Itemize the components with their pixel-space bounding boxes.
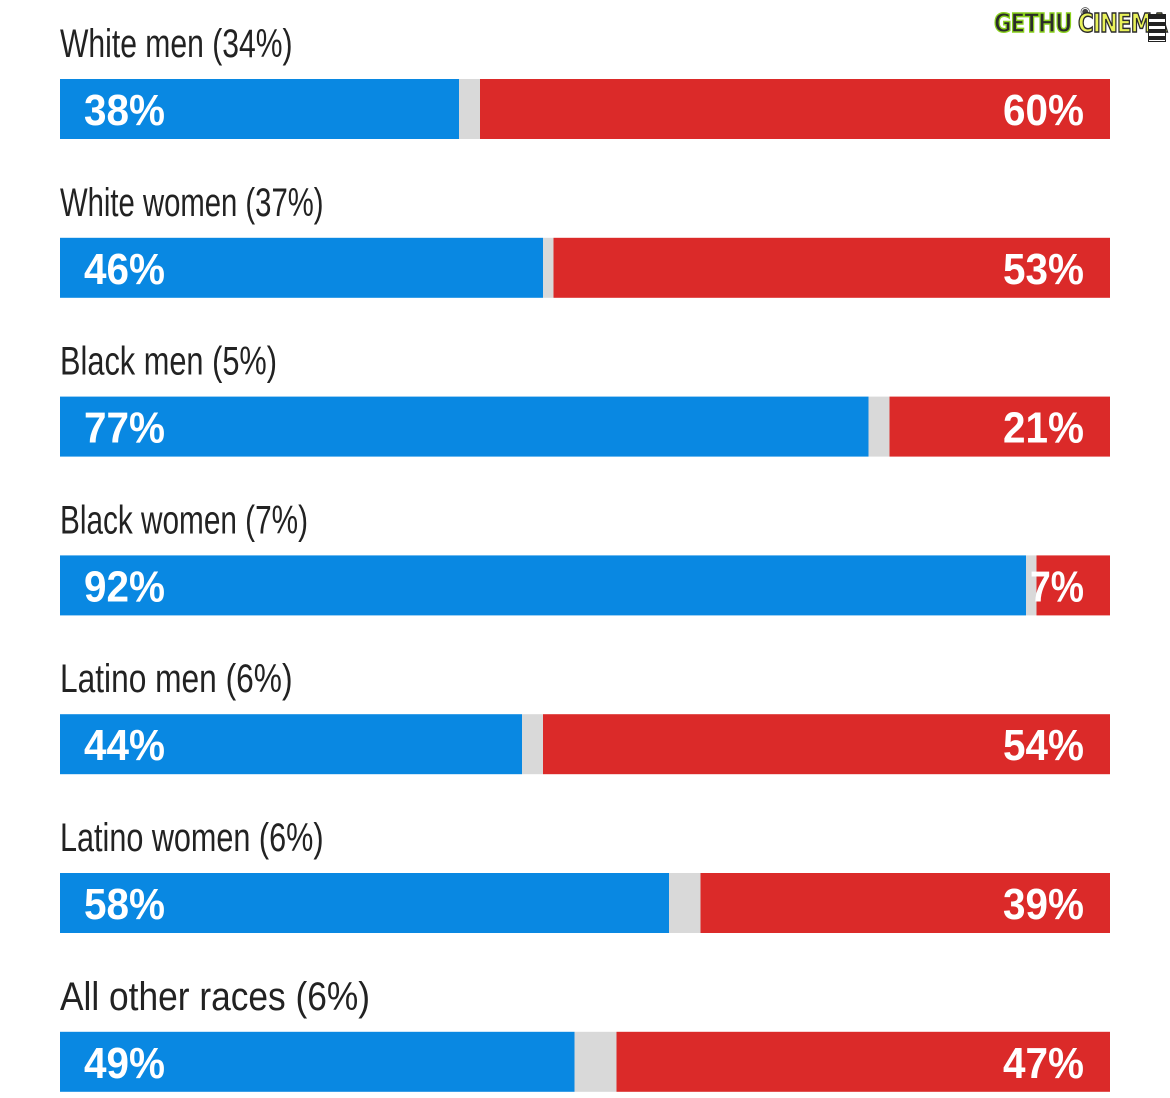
camera-icon: ◉ (1080, 4, 1091, 18)
category-label: Latino men (6%) (60, 657, 293, 701)
bar-segment-democrat (60, 1031, 575, 1092)
value-label-republican: 54% (1003, 721, 1084, 770)
value-label-republican: 60% (1003, 86, 1084, 135)
bar-segment-other (669, 873, 701, 933)
value-label-democrat: 38% (84, 86, 165, 135)
value-label-republican: 47% (1003, 1039, 1084, 1088)
value-label-democrat: 92% (84, 562, 165, 611)
bar-segment-other (1026, 555, 1037, 616)
watermark-text-left: GETHU (993, 9, 1073, 39)
film-strip-icon (1148, 14, 1166, 42)
bar-segment-other (868, 396, 890, 457)
bar-segment-republican (543, 714, 1110, 775)
bar-segment-republican (616, 1031, 1110, 1092)
category-label: White men (34%) (60, 22, 293, 66)
bar-segment-democrat (60, 555, 1026, 616)
value-label-democrat: 49% (84, 1039, 165, 1088)
bar-segment-democrat (60, 396, 869, 457)
bar-segment-other (459, 79, 480, 139)
bar-segment-democrat (60, 714, 522, 775)
value-label-republican: 7% (1030, 562, 1084, 611)
value-label-democrat: 46% (84, 245, 165, 294)
value-label-democrat: 77% (84, 404, 165, 453)
category-label: Black men (5%) (60, 340, 277, 384)
bar-segment-republican (553, 237, 1110, 298)
watermark-logo: ◉ GETHU CINEMA (993, 4, 1168, 44)
bar-segment-other (522, 714, 543, 775)
bar-segment-republican (889, 396, 1110, 457)
bar-segment-republican (480, 79, 1110, 139)
value-label-republican: 39% (1003, 880, 1084, 929)
category-label: White women (37%) (60, 181, 324, 225)
bar-segment-democrat (60, 79, 459, 139)
value-label-republican: 21% (1003, 404, 1084, 453)
value-label-democrat: 58% (84, 880, 165, 929)
value-label-democrat: 44% (84, 721, 165, 770)
category-label: All other races (6%) (60, 975, 370, 1019)
bar-segment-republican (1036, 555, 1110, 616)
bar-segment-republican (700, 873, 1110, 933)
category-label: Black women (7%) (60, 498, 308, 542)
bar-segment-other (543, 237, 554, 298)
bar-segment-other (574, 1031, 617, 1092)
value-label-republican: 53% (1003, 245, 1084, 294)
bar-segment-democrat (60, 237, 543, 298)
bar-segment-democrat (60, 873, 669, 933)
category-label: Latino women (6%) (60, 816, 324, 860)
